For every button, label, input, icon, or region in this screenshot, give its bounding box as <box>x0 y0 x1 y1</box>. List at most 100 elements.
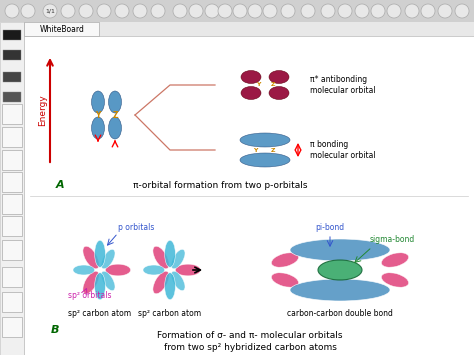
Text: A: A <box>55 180 64 190</box>
Ellipse shape <box>83 246 99 269</box>
Circle shape <box>151 4 165 18</box>
Text: Z: Z <box>271 82 275 87</box>
Text: p orbitals: p orbitals <box>118 224 155 233</box>
Ellipse shape <box>105 264 131 276</box>
Ellipse shape <box>164 273 175 300</box>
Ellipse shape <box>240 153 290 167</box>
Circle shape <box>79 4 93 18</box>
Ellipse shape <box>95 240 105 267</box>
Bar <box>2 267 22 287</box>
Circle shape <box>115 4 129 18</box>
Text: pi-bond: pi-bond <box>315 224 345 233</box>
Circle shape <box>5 4 19 18</box>
Bar <box>2 317 22 337</box>
Text: π-orbital formation from two p-orbitals: π-orbital formation from two p-orbitals <box>133 180 307 190</box>
Text: B: B <box>51 325 59 335</box>
Text: Z: Z <box>112 110 118 120</box>
Ellipse shape <box>241 87 261 99</box>
Text: WhiteBoard: WhiteBoard <box>39 24 84 33</box>
Circle shape <box>301 4 315 18</box>
Bar <box>0 0 474 22</box>
Circle shape <box>133 4 147 18</box>
Circle shape <box>338 4 352 18</box>
Circle shape <box>438 4 452 18</box>
Ellipse shape <box>153 271 169 294</box>
Ellipse shape <box>95 273 105 300</box>
Ellipse shape <box>318 260 362 280</box>
Circle shape <box>233 4 247 18</box>
Circle shape <box>405 4 419 18</box>
Text: Z: Z <box>271 147 275 153</box>
Ellipse shape <box>91 91 104 113</box>
Ellipse shape <box>269 71 289 83</box>
Circle shape <box>455 4 469 18</box>
Bar <box>3 50 21 60</box>
Ellipse shape <box>240 133 290 147</box>
Bar <box>2 216 22 236</box>
Text: 1/1: 1/1 <box>45 9 55 13</box>
Ellipse shape <box>73 265 95 275</box>
Circle shape <box>321 4 335 18</box>
Text: sp² carbon atom: sp² carbon atom <box>68 308 132 317</box>
Text: π* antibonding
molecular orbital: π* antibonding molecular orbital <box>310 75 375 95</box>
Circle shape <box>97 4 111 18</box>
Bar <box>3 30 21 40</box>
Circle shape <box>371 4 385 18</box>
Bar <box>2 127 22 147</box>
Ellipse shape <box>91 117 104 139</box>
Text: Energy: Energy <box>38 94 47 126</box>
Bar <box>3 72 21 82</box>
Ellipse shape <box>83 271 99 294</box>
Ellipse shape <box>171 250 185 269</box>
Text: sigma-bond: sigma-bond <box>370 235 415 245</box>
Circle shape <box>173 4 187 18</box>
Text: sp² carbon atom: sp² carbon atom <box>138 308 201 317</box>
Text: from two sp² hybridized carbon atoms: from two sp² hybridized carbon atoms <box>164 344 337 353</box>
Bar <box>2 240 22 260</box>
Ellipse shape <box>101 250 115 269</box>
Bar <box>24 22 99 36</box>
Text: Y: Y <box>95 110 100 120</box>
Circle shape <box>281 4 295 18</box>
Circle shape <box>421 4 435 18</box>
Text: carbon-carbon double bond: carbon-carbon double bond <box>287 308 393 317</box>
Ellipse shape <box>272 253 299 267</box>
Circle shape <box>43 4 57 18</box>
Bar <box>2 172 22 192</box>
Circle shape <box>218 4 232 18</box>
Ellipse shape <box>109 91 121 113</box>
Ellipse shape <box>269 87 289 99</box>
Ellipse shape <box>101 271 115 291</box>
Circle shape <box>205 4 219 18</box>
Circle shape <box>355 4 369 18</box>
Circle shape <box>387 4 401 18</box>
Bar <box>2 194 22 214</box>
Ellipse shape <box>175 264 201 276</box>
Circle shape <box>189 4 203 18</box>
Ellipse shape <box>153 246 169 269</box>
Bar <box>0 22 24 355</box>
Text: Y: Y <box>253 147 257 153</box>
Text: π bonding
molecular orbital: π bonding molecular orbital <box>310 140 375 160</box>
Ellipse shape <box>382 273 409 287</box>
Ellipse shape <box>290 239 390 261</box>
Circle shape <box>248 4 262 18</box>
Text: Y: Y <box>256 82 260 87</box>
Circle shape <box>61 4 75 18</box>
Bar <box>2 104 22 124</box>
Ellipse shape <box>241 71 261 83</box>
Bar <box>3 92 21 102</box>
Ellipse shape <box>143 265 164 275</box>
Circle shape <box>21 4 35 18</box>
Bar <box>2 292 22 312</box>
Bar <box>24 36 474 355</box>
Ellipse shape <box>171 271 185 291</box>
Ellipse shape <box>290 279 390 301</box>
Text: Formation of σ- and π- molecular orbitals: Formation of σ- and π- molecular orbital… <box>157 331 343 339</box>
Ellipse shape <box>109 117 121 139</box>
Text: sp² orbitals: sp² orbitals <box>68 290 111 300</box>
Bar <box>2 150 22 170</box>
Ellipse shape <box>164 240 175 267</box>
Ellipse shape <box>382 253 409 267</box>
Circle shape <box>263 4 277 18</box>
